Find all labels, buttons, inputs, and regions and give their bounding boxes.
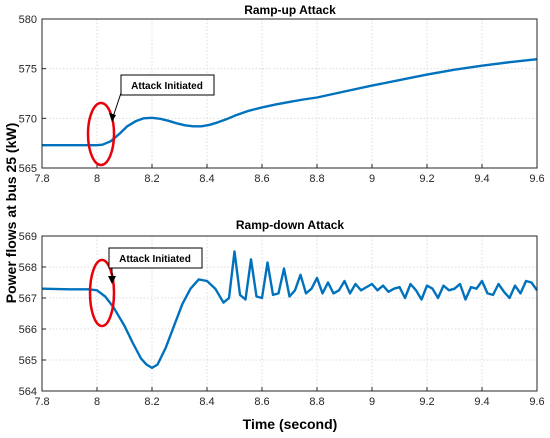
ramp-down-title: Ramp-down Attack [236, 218, 345, 232]
ramp-down-series-line [41, 250, 538, 369]
x-tick-label: 7.8 [34, 173, 49, 185]
y-tick-label: 566 [19, 324, 37, 336]
x-tick-label: 9 [369, 173, 375, 185]
y-tick-label: 569 [19, 231, 37, 243]
x-tick-label: 8.4 [199, 173, 214, 185]
x-tick-label: 9 [369, 396, 375, 408]
x-tick-label: 9.6 [529, 396, 544, 408]
x-tick-label: 9.4 [474, 396, 489, 408]
ramp-up-panel: Ramp-up Attack 7.8 8 8.2 8.4 8.6 8.8 9 9.2 9.4 9.… [19, 3, 545, 185]
ramp-down-panel: Ramp-down Attack 7.8 8 8.2 8.4 8.6 8.8 9 9.2 9.4… [19, 218, 545, 408]
x-tick-label: 8.2 [144, 173, 159, 185]
arrow-head-icon [108, 276, 116, 284]
x-tick-label: 8.6 [254, 396, 269, 408]
ramp-down-y-ticks: 564 565 566 567 568 569 [19, 231, 46, 398]
annotation-label: Attack Initiated [131, 81, 203, 92]
annotation-box [120, 74, 215, 96]
x-tick-label: 9.2 [419, 396, 434, 408]
arrow-head-icon [109, 113, 116, 122]
x-tick-label: 9.2 [419, 173, 434, 185]
ramp-down-x-ticks: 7.8 8 8.2 8.4 8.6 8.8 9 9.2 9.4 9.6 [34, 387, 545, 408]
y-axis-label: Power flows at bus 25 (kW) [3, 123, 19, 303]
y-tick-label: 567 [19, 293, 37, 305]
ramp-up-grid [41, 18, 538, 169]
ramp-up-title: Ramp-up Attack [244, 3, 336, 17]
x-tick-label: 8.8 [309, 396, 324, 408]
ramp-down-axes-frame [41, 235, 538, 392]
attack-ellipse [88, 258, 116, 328]
ramp-up-axes-frame [41, 18, 538, 169]
x-tick-label: 8 [94, 173, 100, 185]
annotation-label: Attack Initiated [119, 254, 191, 265]
x-tick-label: 8.8 [309, 173, 324, 185]
x-tick-label: 8 [94, 396, 100, 408]
annotation-box [108, 247, 203, 269]
ramp-up-y-ticks: 565 570 575 580 [19, 14, 46, 175]
x-tick-label: 7.8 [34, 396, 49, 408]
ramp-up-series-line [42, 58, 538, 147]
attack-ellipse [86, 101, 116, 167]
y-tick-label: 565 [19, 355, 37, 367]
y-tick-label: 575 [19, 64, 37, 76]
ramp-up-x-ticks: 7.8 8 8.2 8.4 8.6 8.8 9 9.2 9.4 9.6 [34, 164, 545, 185]
x-tick-label: 9.6 [529, 173, 544, 185]
y-tick-label: 564 [19, 386, 37, 398]
x-tick-label: 8.2 [144, 396, 159, 408]
x-axis-label: Time (second) [243, 416, 338, 432]
y-tick-label: 570 [19, 113, 37, 125]
y-tick-label: 568 [19, 262, 37, 274]
x-tick-label: 8.6 [254, 173, 269, 185]
x-tick-label: 9.4 [474, 173, 489, 185]
y-tick-label: 565 [19, 163, 37, 175]
x-tick-label: 8.4 [199, 396, 214, 408]
y-tick-label: 580 [19, 14, 37, 26]
